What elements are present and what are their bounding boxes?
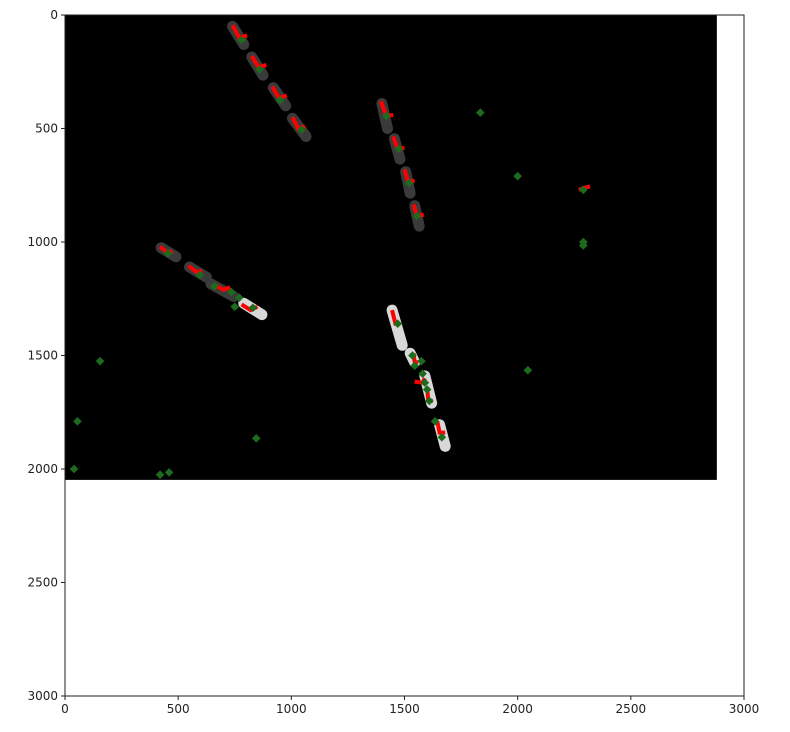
ground-truth-point: [155, 470, 165, 479]
image-layer: [65, 15, 717, 480]
ground-truth-point: [412, 211, 422, 221]
ground-truth-point: [210, 281, 219, 291]
ground-truth-point: [195, 270, 204, 280]
ground-truth-point: [422, 385, 432, 394]
ground-truth-point: [418, 369, 427, 378]
ground-truth-point: [430, 417, 440, 426]
y-tick-label: 2500: [27, 576, 58, 590]
ground-truth-point: [420, 378, 430, 388]
ground-truth-point: [476, 108, 485, 117]
y-tick-label: 3000: [27, 689, 58, 703]
ground-truth-point: [382, 111, 391, 121]
ground-truth-point: [234, 293, 244, 302]
ground-truth-point: [408, 351, 417, 360]
ground-truth-point: [164, 468, 174, 477]
ground-truth-point: [73, 417, 82, 426]
x-tick-label: 500: [167, 702, 190, 716]
ground-truth-point: [230, 302, 240, 312]
ground-truth-point: [425, 396, 434, 406]
ground-truth-point: [163, 249, 173, 258]
ground-truth-point: [237, 35, 246, 45]
ground-truth-point: [95, 356, 105, 366]
y-tick-label: 1000: [27, 235, 58, 249]
ground-truth-point: [255, 65, 264, 74]
x-tick-label: 3000: [729, 702, 760, 716]
ground-truth-point: [393, 319, 403, 329]
ground-truth-point: [578, 241, 588, 250]
prediction-marker: [187, 264, 203, 275]
y-tick-label: 1500: [27, 349, 58, 363]
x-tick-label: 1000: [276, 702, 307, 716]
ground-truth-point: [275, 95, 285, 105]
x-tick-label: 2500: [616, 702, 647, 716]
ground-truth-point: [69, 464, 79, 474]
ground-truth-point: [417, 356, 426, 366]
ground-truth-point: [410, 361, 419, 371]
image-background: [65, 15, 717, 480]
ground-truth-point: [437, 432, 447, 442]
y-tick-label: 2000: [27, 462, 58, 476]
y-tick-label: 0: [50, 8, 58, 22]
ground-truth-point: [578, 185, 588, 195]
y-tick-label: 500: [35, 122, 58, 136]
y-axis-ticks: 0 500 1000 1500 2000 2500 3000: [27, 8, 65, 703]
x-tick-label: 0: [61, 702, 69, 716]
x-axis-ticks: 0 500 1000 1500 2000 2500 3000: [61, 696, 759, 716]
prediction-marker: [435, 420, 446, 435]
ground-truth-point: [248, 303, 258, 313]
x-tick-label: 1500: [389, 702, 420, 716]
ground-truth-point: [297, 125, 306, 134]
ground-truth-point: [394, 144, 404, 154]
axes-frame: [64, 14, 745, 697]
x-tick-label: 2000: [502, 702, 533, 716]
ground-truth-point: [404, 178, 414, 188]
ground-truth-point: [251, 434, 261, 443]
ground-truth-point: [523, 365, 533, 375]
ground-truth-point: [513, 171, 522, 181]
ground-truth-point: [227, 287, 236, 297]
prediction-marker: [230, 24, 248, 41]
